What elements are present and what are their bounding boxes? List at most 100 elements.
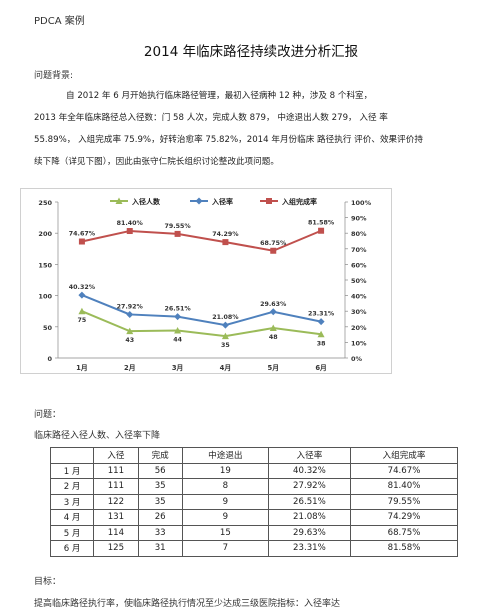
data-label: 23.31% bbox=[308, 311, 335, 318]
table-row: 2 月 111 35 8 27.92% 81.40% bbox=[49, 478, 458, 495]
background-heading: 问题背景: bbox=[34, 71, 74, 81]
table-cell: 5 月 bbox=[49, 524, 95, 541]
problem-heading: 问题： bbox=[34, 410, 62, 420]
table-cell: 9 bbox=[181, 493, 269, 510]
table-row: 5 月 114 33 15 29.63% 68.75% bbox=[49, 524, 458, 541]
data-point bbox=[317, 330, 325, 338]
table-cell: 56 bbox=[137, 462, 183, 479]
trend-chart: 入径人数 入径率 入组完成率 0 50 100 150 200 250 0% 10% 20% 30% 4… bbox=[20, 188, 392, 374]
legend-marker bbox=[115, 197, 123, 204]
data-label: 75 bbox=[78, 317, 87, 324]
legend-marker bbox=[195, 197, 203, 205]
table-header-cell: 中途退出 bbox=[181, 447, 269, 464]
legend-label: 入径率 bbox=[211, 197, 233, 206]
data-label: 43 bbox=[125, 337, 134, 344]
table-cell: 131 bbox=[93, 509, 139, 526]
data-label: 44 bbox=[173, 337, 182, 344]
table-row: 6 月 125 31 7 23.31% 81.58% bbox=[49, 540, 458, 557]
table-cell: 3 月 bbox=[49, 493, 95, 510]
background-line-1: 自 2012 年 6 月开始执行临床路径管理，最初入径病种 12 种，涉及 8 … bbox=[66, 91, 373, 101]
background-line-4: 续下降（详见下图），因此由张守仁院长组织讨论整改此项问题。 bbox=[34, 157, 279, 167]
data-label: 48 bbox=[269, 334, 278, 341]
data-point bbox=[126, 228, 133, 235]
table-cell: 29.63% bbox=[267, 524, 352, 541]
table-cell: 4 月 bbox=[49, 509, 95, 526]
data-point bbox=[318, 227, 325, 234]
right-axis-tick-label: 40% bbox=[351, 293, 367, 301]
left-axis-tick-label: 0 bbox=[47, 355, 52, 363]
left-axis-tick-label: 200 bbox=[38, 230, 52, 238]
data-point bbox=[174, 313, 182, 321]
table-cell: 26.51% bbox=[267, 493, 352, 510]
series-line-2 bbox=[81, 229, 322, 252]
data-label: 81.58% bbox=[308, 220, 335, 227]
goal-heading: 目标： bbox=[34, 577, 62, 587]
table-cell: 79.55% bbox=[350, 493, 458, 510]
background-line-2: 2013 年全年临床路径总入径数：门 58 人次，完成人数 879， 中途退出人… bbox=[34, 113, 388, 123]
left-axis-tick-label: 100 bbox=[38, 293, 52, 301]
chart-frame bbox=[20, 188, 392, 374]
legend-label: 入径人数 bbox=[131, 197, 161, 206]
data-label: 35 bbox=[221, 342, 230, 349]
data-label: 81.40% bbox=[117, 220, 144, 227]
data-label: 74.29% bbox=[212, 231, 239, 238]
table-cell: 35 bbox=[137, 493, 183, 510]
goal-line: 提高临床路径执行率，使临床路径执行情况至少达成三级医院指标：入径率达 bbox=[34, 599, 341, 609]
monthly-stats-table: 入径 完成 中途退出 入径率 入组完成率 1 月 111 56 19 40.32… bbox=[49, 447, 458, 557]
table-header-cell: 入径 bbox=[93, 447, 139, 464]
table-header-cell: 完成 bbox=[137, 447, 183, 464]
data-point bbox=[222, 239, 229, 246]
data-label: 21.08% bbox=[212, 314, 239, 321]
right-axis-tick-label: 70% bbox=[351, 246, 367, 254]
x-axis-tick-label: 1月 bbox=[76, 364, 88, 372]
table-cell: 23.31% bbox=[267, 540, 352, 557]
right-axis-tick-label: 20% bbox=[351, 324, 367, 332]
right-axis-tick-label: 10% bbox=[351, 339, 367, 347]
background-line-3: 55.89%， 入组完成率 75.9%，好转治愈率 75.82%，2014 年月… bbox=[34, 135, 423, 145]
table-cell: 1 月 bbox=[49, 462, 95, 479]
table-cell: 21.08% bbox=[267, 509, 352, 526]
data-point bbox=[269, 324, 277, 332]
table-cell: 9 bbox=[181, 509, 269, 526]
table-cell: 114 bbox=[93, 524, 139, 541]
data-label: 38 bbox=[317, 340, 326, 347]
data-point bbox=[174, 230, 181, 237]
x-axis-tick-label: 6月 bbox=[315, 364, 327, 372]
data-point bbox=[221, 332, 229, 340]
right-axis-tick-label: 50% bbox=[351, 277, 367, 285]
table-cell: 31 bbox=[137, 540, 183, 557]
right-axis-tick-label: 100% bbox=[351, 199, 372, 207]
table-cell: 81.58% bbox=[350, 540, 458, 557]
data-label: 68.75% bbox=[260, 240, 287, 247]
data-point bbox=[78, 238, 85, 245]
legend-marker bbox=[266, 198, 272, 204]
table-cell: 74.29% bbox=[350, 509, 458, 526]
table-cell: 74.67% bbox=[350, 462, 458, 479]
table-cell: 111 bbox=[93, 478, 139, 495]
right-axis-tick-label: 80% bbox=[351, 230, 367, 238]
chart-axes: 0 50 100 150 200 250 0% 10% 20% 30% 40% 50% 60% 70% 80… bbox=[38, 199, 371, 372]
data-point bbox=[270, 247, 277, 254]
data-point bbox=[126, 327, 134, 335]
data-point bbox=[78, 291, 86, 299]
table-row: 4 月 131 26 9 21.08% 74.29% bbox=[49, 509, 458, 526]
data-label: 74.67% bbox=[69, 231, 96, 238]
table-cell: 6 月 bbox=[49, 540, 95, 557]
data-point bbox=[269, 308, 277, 316]
legend-label: 入组完成率 bbox=[281, 197, 317, 206]
table-cell: 8 bbox=[181, 478, 269, 495]
x-axis-tick-label: 5月 bbox=[267, 364, 279, 372]
data-label: 27.92% bbox=[117, 303, 144, 310]
table-cell: 40.32% bbox=[267, 462, 352, 479]
table-cell: 81.40% bbox=[350, 478, 458, 495]
right-axis-tick-label: 90% bbox=[351, 215, 367, 223]
series-line-0 bbox=[81, 310, 322, 338]
table-header-cell: 入径率 bbox=[267, 447, 352, 464]
table-cell: 33 bbox=[137, 524, 183, 541]
background-paragraph: 自 2012 年 6 月开始执行临床路径管理，最初入径病种 12 种，涉及 8 … bbox=[34, 85, 474, 173]
left-axis-tick-label: 50 bbox=[43, 324, 53, 332]
table-cell: 68.75% bbox=[350, 524, 458, 541]
right-axis-tick-label: 30% bbox=[351, 308, 367, 316]
table-cell: 26 bbox=[137, 509, 183, 526]
table-row: 3 月 122 35 9 26.51% 79.55% bbox=[49, 493, 458, 510]
